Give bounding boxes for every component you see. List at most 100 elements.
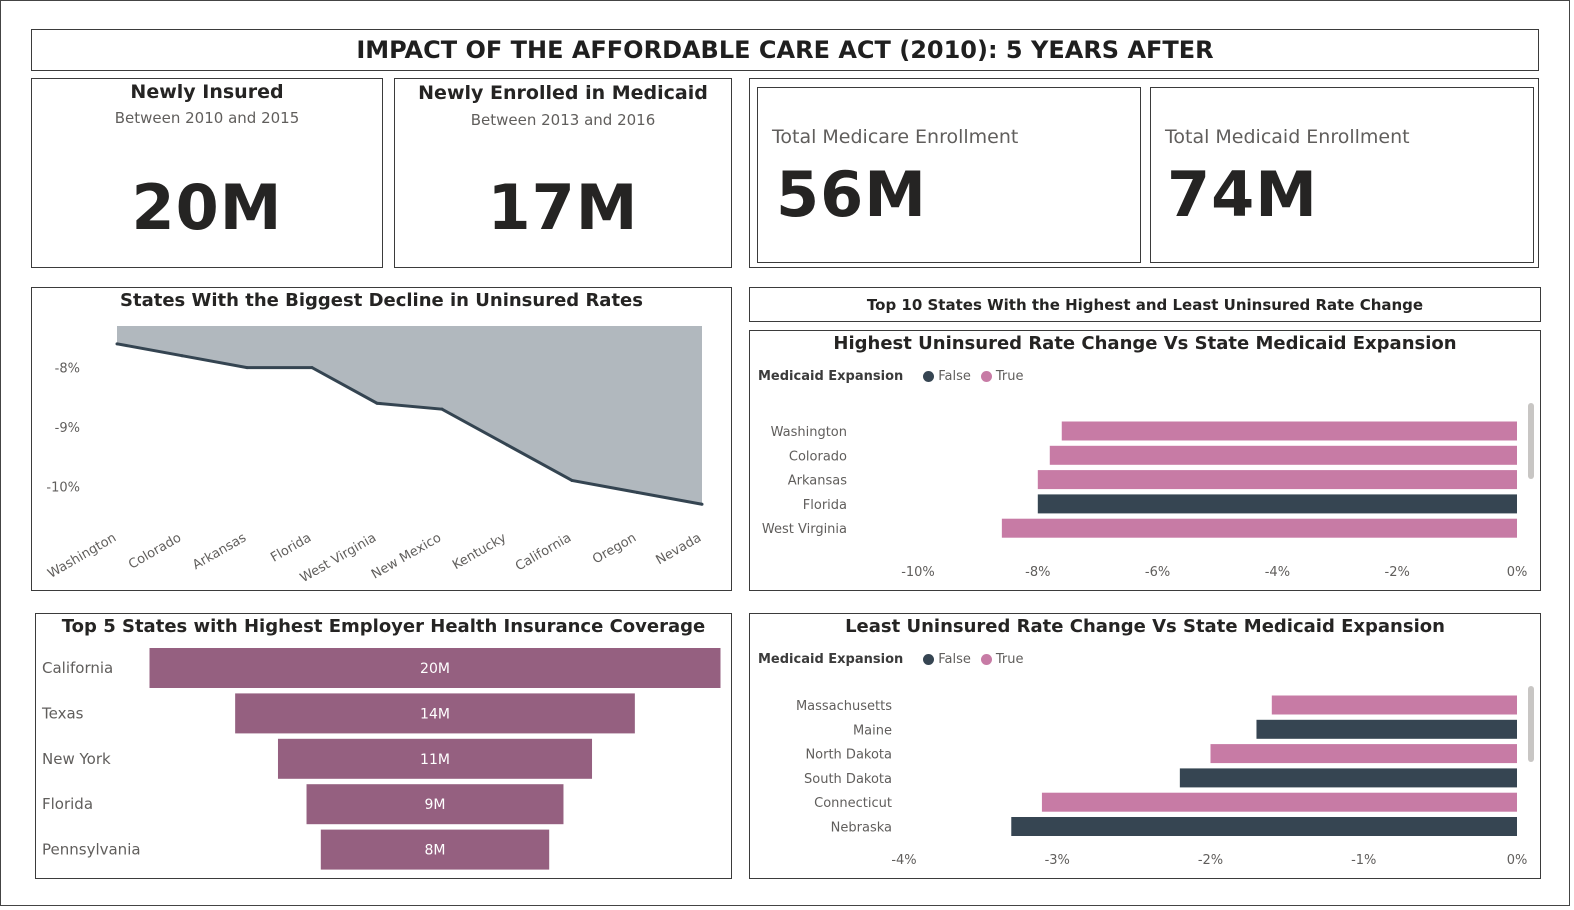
category-label: South Dakota	[804, 772, 892, 787]
data-point	[570, 478, 574, 482]
category-label: Florida	[42, 795, 93, 813]
x-tick-label: -4%	[891, 853, 916, 868]
data-point	[180, 354, 184, 358]
category-label: Maine	[853, 723, 892, 738]
section-header: Top 10 States With the Highest and Least…	[749, 287, 1541, 322]
least-change-chart[interactable]: Least Uninsured Rate Change Vs State Med…	[749, 613, 1541, 879]
bar	[1256, 719, 1517, 739]
chart-title: Least Uninsured Rate Change Vs State Med…	[845, 616, 1445, 637]
data-point	[115, 342, 119, 346]
bar-chart-svg: Massachusetts Maine North Dakota South Dako…	[796, 695, 1528, 868]
data-point	[440, 407, 444, 411]
category-label: New York	[42, 750, 111, 768]
bar	[1037, 470, 1517, 490]
bar	[1049, 445, 1517, 465]
legend-true-label: True	[995, 652, 1024, 667]
kpi-label: Total Medicaid Enrollment	[1165, 126, 1410, 148]
funnel-value-label: 9M	[425, 797, 446, 813]
kpi-value: 17M	[487, 171, 639, 244]
y-tick-label: -10%	[46, 480, 80, 495]
area-fill	[117, 326, 702, 505]
kpi-title: Newly Enrolled in Medicaid	[418, 82, 708, 104]
funnel-value-label: 11M	[420, 752, 450, 768]
legend-false-dot	[923, 371, 935, 382]
x-tick-label: -3%	[1045, 853, 1070, 868]
bar	[1179, 768, 1517, 788]
kpi-medicare-card[interactable]: Total Medicare Enrollment 56M	[757, 87, 1141, 263]
funnel-chart-svg: 20M California 14M Texas 11M New York 9M Florid…	[41, 648, 721, 870]
legend-true-label: True	[995, 369, 1024, 384]
category-label: Colorado	[789, 449, 847, 464]
category-label: Texas	[41, 704, 84, 722]
y-tick-label: -9%	[55, 421, 80, 436]
data-point	[245, 366, 249, 370]
legend-false-label: False	[938, 369, 971, 384]
bar	[1001, 518, 1517, 538]
category-label: Arkansas	[788, 474, 847, 489]
uninsured-decline-chart[interactable]: States With the Biggest Decline in Unins…	[31, 287, 732, 591]
x-tick-label: 0%	[1507, 565, 1528, 580]
legend-true-dot	[980, 654, 992, 665]
legend-false-dot	[923, 654, 935, 665]
employer-coverage-funnel[interactable]: Top 5 States with Highest Employer Healt…	[35, 613, 732, 879]
funnel-bar	[306, 784, 564, 825]
chart-title: Highest Uninsured Rate Change Vs State M…	[833, 333, 1457, 354]
x-tick-label: 0%	[1507, 853, 1528, 868]
x-tick-label: -6%	[1145, 565, 1170, 580]
category-label: Massachusetts	[796, 699, 892, 714]
bar-chart-svg: Washington Colorado Arkansas Florida West Vi…	[762, 421, 1528, 580]
funnel-value-label: 20M	[420, 661, 450, 677]
funnel-value-label: 14M	[420, 706, 450, 722]
x-tick-label: -8%	[1025, 565, 1050, 580]
category-label: Pennsylvania	[42, 841, 141, 859]
kpi-subtitle: Between 2010 and 2015	[114, 109, 300, 127]
category-label: Connecticut	[814, 796, 892, 811]
x-tick-label: Florida	[268, 530, 314, 565]
series-line	[116, 342, 703, 506]
legend-title: Medicaid Expansion	[758, 652, 904, 667]
kpi-value: 56M	[776, 158, 927, 231]
x-tick-label: -10%	[901, 565, 935, 580]
bar	[1041, 792, 1517, 812]
funnel-value-label: 8M	[425, 843, 446, 859]
funnel-bar	[277, 738, 593, 779]
x-tick-label: Colorado	[126, 530, 184, 572]
highest-change-chart[interactable]: Highest Uninsured Rate Change Vs State M…	[749, 330, 1541, 591]
bar	[1011, 817, 1517, 836]
kpi-newly-medicaid-card[interactable]: Newly Enrolled in Medicaid Between 2013 …	[394, 78, 732, 268]
kpi-subtitle: Between 2013 and 2016	[470, 111, 656, 129]
legend-title: Medicaid Expansion	[758, 369, 904, 384]
area-chart-svg: -8% -9% -10% Washington Colorado Arkansas Flor…	[45, 326, 704, 586]
kpi-newly-insured-card[interactable]: Newly Insured Between 2010 and 2015 20M	[31, 78, 383, 268]
data-point	[505, 443, 509, 447]
legend-true-dot	[980, 371, 992, 382]
x-tick-label: New Mexico	[369, 530, 444, 582]
kpi-value: 20M	[131, 171, 283, 244]
funnel-bar	[235, 693, 635, 734]
legend: Medicaid Expansion False True	[758, 652, 1024, 667]
bar	[1061, 421, 1517, 441]
x-tick-label: Kentucky	[450, 530, 509, 573]
x-tick-label: California	[513, 530, 574, 574]
x-tick-label: Arkansas	[190, 530, 249, 573]
data-point	[700, 502, 704, 506]
x-tick-label: -2%	[1385, 565, 1410, 580]
bar	[1037, 494, 1517, 514]
scrollbar[interactable]	[1528, 403, 1534, 479]
legend-false-label: False	[938, 652, 971, 667]
chart-title: States With the Biggest Decline in Unins…	[120, 290, 643, 311]
kpi-enrollment-group: Total Medicare Enrollment 56M Total Medi…	[749, 78, 1539, 268]
scrollbar[interactable]	[1528, 686, 1534, 762]
category-label: North Dakota	[805, 748, 892, 763]
legend: Medicaid Expansion False True	[758, 369, 1024, 384]
x-tick-label: Nevada	[654, 530, 704, 568]
funnel-bar	[149, 648, 721, 688]
bar	[1210, 744, 1517, 764]
kpi-medicaid-card[interactable]: Total Medicaid Enrollment 74M	[1150, 87, 1534, 263]
y-tick-label: -8%	[55, 362, 80, 377]
category-label: Florida	[803, 498, 847, 513]
x-tick-label: Washington	[45, 530, 119, 581]
bar	[1271, 695, 1517, 715]
x-tick-label: -2%	[1198, 853, 1223, 868]
